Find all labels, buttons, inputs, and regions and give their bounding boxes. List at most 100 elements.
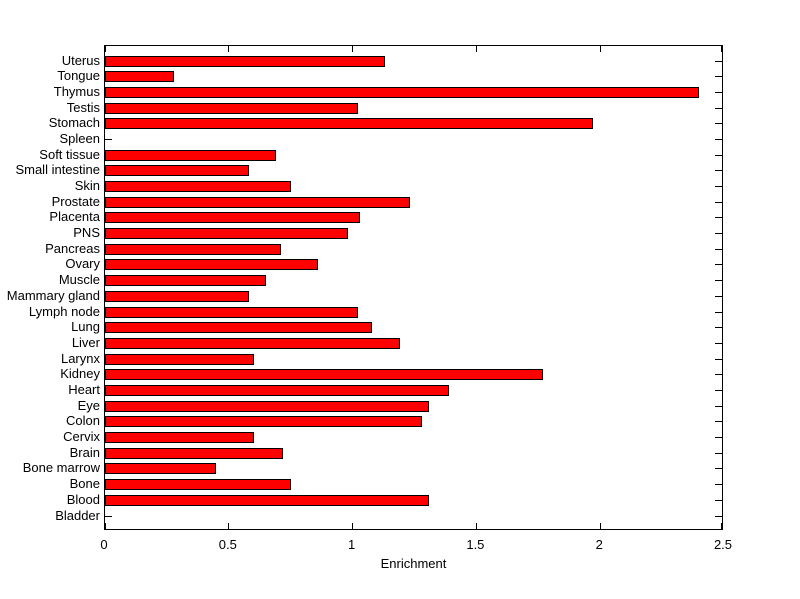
y-tick-label-pancreas: Pancreas xyxy=(45,240,100,256)
y-tick-right-uterus xyxy=(715,60,722,62)
x-tick-label-1.5: 1.5 xyxy=(466,537,485,552)
y-tick-right-small-intestine xyxy=(715,170,722,172)
y-tick-left-spleen xyxy=(105,138,112,140)
bar-blood xyxy=(105,494,430,506)
y-tick-label-pns: PNS xyxy=(73,225,100,241)
bar-cervix xyxy=(105,432,254,444)
y-tick-right-bone-marrow xyxy=(715,468,722,470)
y-tick-right-stomach xyxy=(715,123,722,125)
y-tick-label-liver: Liver xyxy=(71,334,100,350)
x-tick-bottom-2 xyxy=(599,523,601,529)
bar-lymph-node xyxy=(105,306,358,318)
y-tick-label-larynx: Larynx xyxy=(60,350,100,366)
y-tick-right-pns xyxy=(715,233,722,235)
bar-mammary-gland xyxy=(105,290,249,302)
x-tick-top-1 xyxy=(352,46,354,52)
y-tick-right-thymus xyxy=(715,91,722,93)
x-tick-bottom-0 xyxy=(105,523,106,529)
bar-placenta xyxy=(105,212,361,224)
y-tick-label-brain: Brain xyxy=(69,444,100,460)
y-tick-right-bladder xyxy=(715,515,722,517)
y-tick-right-heart xyxy=(715,389,722,391)
bar-eye xyxy=(105,400,430,412)
y-tick-label-placenta: Placenta xyxy=(49,209,100,225)
bar-lung xyxy=(105,322,373,334)
y-tick-right-blood xyxy=(715,499,722,501)
y-tick-label-cervix: Cervix xyxy=(63,429,100,445)
y-tick-right-eye xyxy=(715,405,722,407)
bar-bone xyxy=(105,479,291,491)
bar-heart xyxy=(105,384,450,396)
plot-inner xyxy=(105,46,722,529)
y-tick-label-soft-tissue: Soft tissue xyxy=(39,146,100,162)
y-tick-right-tongue xyxy=(715,76,722,78)
bar-liver xyxy=(105,337,400,349)
y-tick-label-colon: Colon xyxy=(66,413,100,429)
bar-pancreas xyxy=(105,243,281,255)
bar-kidney xyxy=(105,369,544,381)
y-tick-right-placenta xyxy=(715,217,722,219)
x-tick-bottom-2.5 xyxy=(721,523,722,529)
bar-tongue xyxy=(105,71,175,83)
y-tick-left-bladder xyxy=(105,515,112,517)
y-tick-right-prostate xyxy=(715,201,722,203)
bar-stomach xyxy=(105,118,593,130)
y-tick-right-liver xyxy=(715,342,722,344)
x-tick-label-1: 1 xyxy=(347,537,356,552)
bar-pns xyxy=(105,228,348,240)
y-tick-label-ovary: Ovary xyxy=(65,256,100,272)
bar-brain xyxy=(105,447,284,459)
x-tick-top-2 xyxy=(599,46,601,52)
y-tick-label-mammary-gland: Mammary gland xyxy=(6,287,100,303)
x-tick-label-0.5: 0.5 xyxy=(218,537,237,552)
bar-soft-tissue xyxy=(105,149,276,161)
bar-larynx xyxy=(105,353,254,365)
x-axis-label: Enrichment xyxy=(380,556,447,571)
x-tick-label-2: 2 xyxy=(595,537,603,552)
bar-skin xyxy=(105,181,291,193)
y-tick-right-bone xyxy=(715,484,722,486)
y-tick-label-bladder: Bladder xyxy=(55,507,100,523)
x-tick-bottom-0.5 xyxy=(228,523,230,529)
x-tick-top-2.5 xyxy=(721,46,722,52)
bar-bone-marrow xyxy=(105,463,217,475)
bar-prostate xyxy=(105,196,410,208)
y-tick-label-spleen: Spleen xyxy=(59,130,100,146)
y-tick-right-lung xyxy=(715,327,722,329)
y-tick-label-thymus: Thymus xyxy=(53,83,100,99)
y-tick-label-tongue: Tongue xyxy=(57,68,100,84)
y-tick-label-blood: Blood xyxy=(66,491,100,507)
bar-colon xyxy=(105,416,422,428)
y-tick-label-testis: Testis xyxy=(66,99,100,115)
y-tick-right-skin xyxy=(715,186,722,188)
y-tick-label-skin: Skin xyxy=(74,178,100,194)
bar-uterus xyxy=(105,55,385,67)
y-tick-right-larynx xyxy=(715,358,722,360)
x-tick-bottom-1 xyxy=(352,523,354,529)
y-tick-right-lymph-node xyxy=(715,311,722,313)
bar-thymus xyxy=(105,86,700,98)
y-tick-label-bone: Bone xyxy=(69,476,100,492)
bar-small-intestine xyxy=(105,165,249,177)
bar-testis xyxy=(105,102,358,114)
x-tick-top-0 xyxy=(105,46,106,52)
y-tick-right-brain xyxy=(715,452,722,454)
y-tick-label-eye: Eye xyxy=(77,397,100,413)
y-tick-label-lymph-node: Lymph node xyxy=(28,303,100,319)
y-tick-right-ovary xyxy=(715,264,722,266)
y-tick-label-heart: Heart xyxy=(68,381,100,397)
y-tick-label-bone-marrow: Bone marrow xyxy=(22,460,100,476)
bar-muscle xyxy=(105,275,266,287)
y-tick-label-uterus: Uterus xyxy=(61,52,100,68)
y-tick-right-pancreas xyxy=(715,248,722,250)
bar-ovary xyxy=(105,259,318,271)
y-tick-label-kidney: Kidney xyxy=(60,366,100,382)
y-tick-label-small-intestine: Small intestine xyxy=(15,162,100,178)
x-tick-top-0.5 xyxy=(228,46,230,52)
y-tick-right-mammary-gland xyxy=(715,295,722,297)
y-tick-right-soft-tissue xyxy=(715,154,722,156)
x-tick-label-2.5: 2.5 xyxy=(713,537,733,552)
y-tick-label-stomach: Stomach xyxy=(48,115,100,131)
y-tick-right-spleen xyxy=(715,138,722,140)
y-tick-right-cervix xyxy=(715,437,722,439)
